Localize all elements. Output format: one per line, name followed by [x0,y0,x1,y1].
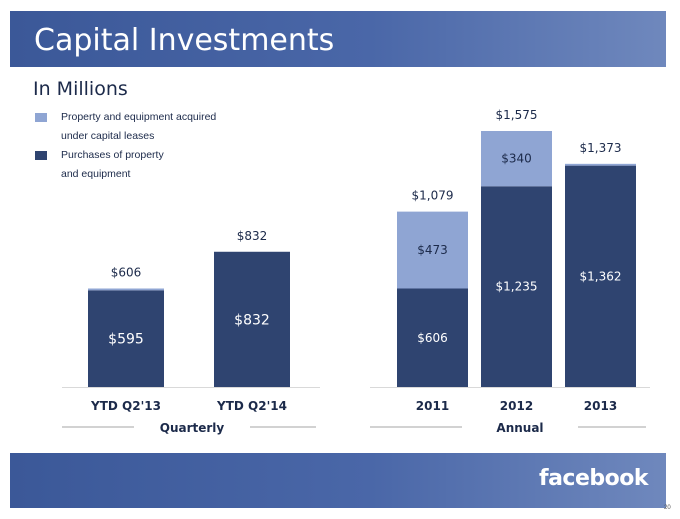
category-label: YTD Q2'14 [216,399,287,413]
bar-value-label: $832 [234,312,270,328]
bar-segment-purchases [214,251,290,387]
bar-segment-purchases [565,165,636,387]
legend-label-line2: and equipment [61,168,131,180]
title-band: Capital Investments [10,11,666,67]
bar-total-label: $1,575 [496,108,538,122]
bar-segment-capital-leases [88,288,164,291]
bar-segment-capital-leases [565,163,636,166]
bar-total-label: $1,079 [412,189,454,203]
legend-swatch-dark [35,151,47,160]
bar-total-label: $1,373 [580,141,622,155]
category-label: 2012 [500,399,533,413]
slide-subtitle: In Millions [33,78,128,100]
bar-segment-purchases [88,290,164,387]
bar-value-label: $1,235 [496,280,538,294]
bar-segment-purchases [397,288,468,387]
slide-title: Capital Investments [34,23,335,58]
bar-value-label: $1,362 [580,269,622,283]
page-number: 20 [664,505,671,511]
legend-item-purchases: Purchases of property and equipment [35,146,255,184]
bar-segment-capital-leases [481,131,552,187]
category-label: YTD Q2'13 [90,399,161,413]
legend-label-line1: Property and equipment acquired [61,111,217,123]
legend-item-capital-leases: Property and equipment acquired under ca… [35,108,255,146]
group-label: Annual [496,421,543,435]
category-label: 2013 [584,399,617,413]
legend-swatch-light [35,113,47,122]
bar-value-label: $473 [417,243,448,257]
group-label: Quarterly [160,421,225,435]
bar-value-label: $595 [108,332,144,348]
facebook-logo: facebook [539,466,649,491]
bar-total-label: $606 [111,266,142,280]
bar-segment-capital-leases [397,211,468,289]
legend-label-line1: Purchases of property [61,149,164,161]
bar-value-label: $606 [417,331,448,345]
legend-label-line2: under capital leases [61,130,155,142]
category-label: 2011 [416,399,449,413]
bar-total-label: $832 [237,229,268,243]
bar-segment-purchases [481,186,552,387]
footer-band: facebook [10,453,666,508]
bar-value-label: $340 [501,152,532,166]
